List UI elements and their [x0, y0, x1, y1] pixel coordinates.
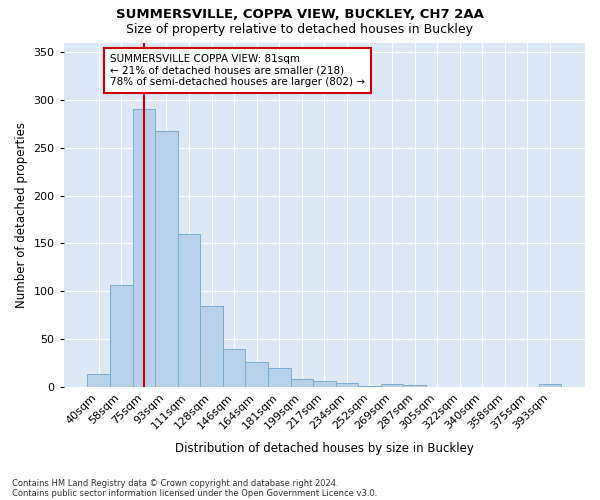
- Bar: [358, 386, 381, 387]
- Y-axis label: Number of detached properties: Number of detached properties: [15, 122, 28, 308]
- Bar: [155, 130, 178, 387]
- Bar: [381, 384, 403, 387]
- Bar: [110, 284, 133, 387]
- Bar: [223, 349, 245, 387]
- Bar: [245, 362, 268, 387]
- Bar: [133, 108, 155, 387]
- Bar: [268, 368, 290, 387]
- Bar: [403, 385, 426, 387]
- Bar: [200, 306, 223, 387]
- Text: Size of property relative to detached houses in Buckley: Size of property relative to detached ho…: [127, 22, 473, 36]
- Bar: [335, 383, 358, 387]
- Bar: [88, 374, 110, 387]
- Text: SUMMERSVILLE COPPA VIEW: 81sqm
← 21% of detached houses are smaller (218)
78% of: SUMMERSVILLE COPPA VIEW: 81sqm ← 21% of …: [110, 54, 365, 87]
- Text: SUMMERSVILLE, COPPA VIEW, BUCKLEY, CH7 2AA: SUMMERSVILLE, COPPA VIEW, BUCKLEY, CH7 2…: [116, 8, 484, 20]
- X-axis label: Distribution of detached houses by size in Buckley: Distribution of detached houses by size …: [175, 442, 474, 455]
- Bar: [178, 234, 200, 387]
- Text: Contains HM Land Registry data © Crown copyright and database right 2024.: Contains HM Land Registry data © Crown c…: [12, 478, 338, 488]
- Bar: [539, 384, 562, 387]
- Bar: [290, 380, 313, 387]
- Text: Contains public sector information licensed under the Open Government Licence v3: Contains public sector information licen…: [12, 488, 377, 498]
- Bar: [313, 382, 335, 387]
